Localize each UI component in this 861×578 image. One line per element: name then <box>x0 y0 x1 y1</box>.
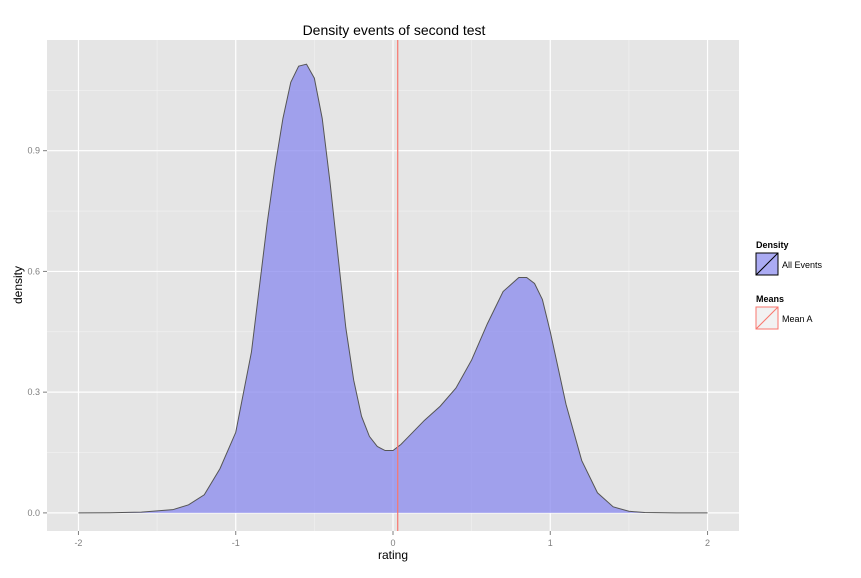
x-tick-label: 2 <box>705 538 710 548</box>
x-axis-label: rating <box>378 548 408 562</box>
legend-density-item: All Events <box>782 260 823 270</box>
y-tick-label: 0.0 <box>27 508 40 518</box>
x-tick-label: 0 <box>390 538 395 548</box>
y-axis-ticks: 0.0 0.3 0.6 0.9 <box>27 146 47 518</box>
legend-means-key-diagonal <box>755 306 779 330</box>
legend: Density All Events Means Mean A <box>755 240 823 330</box>
density-area-layer <box>78 63 708 514</box>
legend-means-item: Mean A <box>782 314 813 324</box>
chart-title: Density events of second test <box>303 22 486 38</box>
density-area-fill <box>78 64 708 513</box>
legend-density-title: Density <box>756 240 789 250</box>
y-tick-label: 0.3 <box>27 387 40 397</box>
legend-density-key-diagonal <box>755 252 779 276</box>
density-outline <box>78 63 708 514</box>
x-tick-label: 1 <box>548 538 553 548</box>
y-tick-label: 0.9 <box>27 146 40 156</box>
y-tick-label: 0.6 <box>27 266 40 276</box>
x-tick-label: -2 <box>74 538 82 548</box>
x-axis-ticks: -2 -1 0 1 2 <box>74 531 710 548</box>
x-tick-label: -1 <box>232 538 240 548</box>
legend-means-title: Means <box>756 294 784 304</box>
y-axis-label: density <box>11 266 25 304</box>
